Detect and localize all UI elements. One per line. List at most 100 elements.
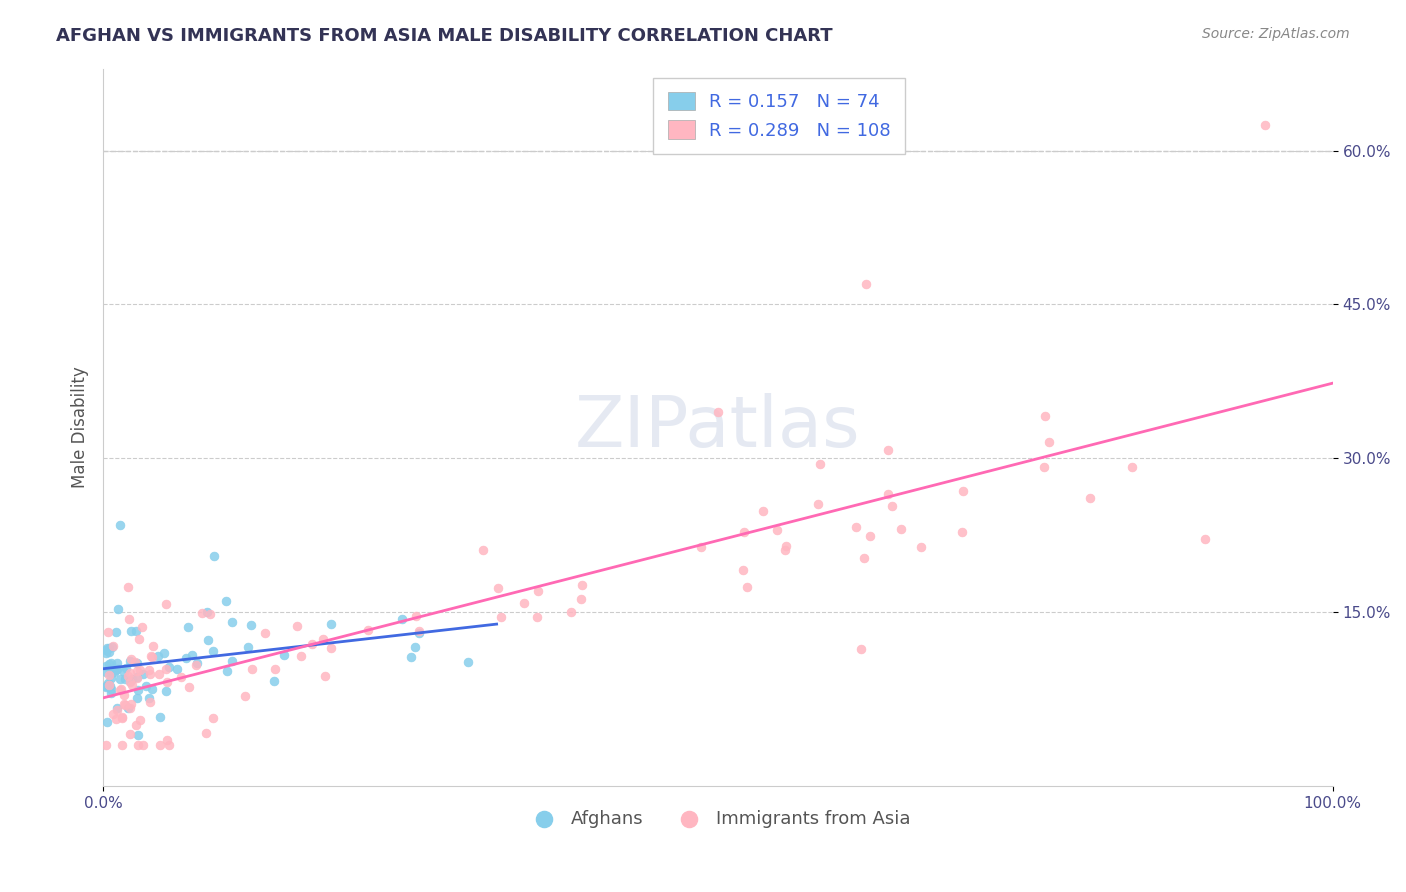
Point (100, 666, 122, 681)
Point (876, 442, 898, 457)
Point (319, 640, 342, 655)
Point (1121, 460, 1143, 475)
Point (117, 701, 139, 715)
Point (311, 632, 333, 647)
Point (408, 626, 430, 640)
Point (489, 610, 512, 624)
Point (110, 517, 132, 532)
Point (512, 596, 534, 610)
Point (571, 578, 593, 592)
Point (1033, 459, 1056, 474)
Point (405, 608, 427, 623)
Point (110, 683, 132, 698)
Point (111, 710, 134, 724)
Point (155, 662, 177, 676)
Point (221, 654, 243, 668)
Point (112, 665, 135, 679)
Point (108, 672, 131, 686)
Point (153, 646, 176, 660)
Point (121, 672, 143, 686)
Point (94, 658, 117, 673)
Point (94, 665, 117, 679)
Point (156, 675, 179, 690)
Point (735, 580, 758, 594)
Point (690, 540, 713, 554)
Point (118, 675, 141, 690)
Point (100, 682, 122, 697)
Point (120, 726, 142, 740)
Point (104, 624, 127, 639)
Point (221, 615, 243, 629)
Point (950, 525, 973, 540)
Point (1038, 435, 1060, 450)
Point (105, 656, 128, 670)
Point (273, 648, 295, 662)
Point (157, 739, 180, 753)
Point (142, 639, 165, 653)
Point (195, 605, 218, 619)
Point (155, 597, 177, 611)
Point (125, 690, 148, 705)
Point (321, 617, 343, 632)
Point (97, 625, 120, 640)
Point (110, 682, 132, 697)
Point (118, 654, 141, 668)
Point (105, 662, 128, 676)
Point (707, 405, 730, 419)
Point (408, 624, 430, 638)
Point (155, 683, 177, 698)
Point (111, 739, 134, 753)
Point (149, 710, 172, 724)
Point (775, 539, 797, 553)
Point (94, 680, 117, 694)
Point (149, 739, 172, 753)
Point (128, 632, 150, 646)
Point (391, 612, 413, 626)
Point (125, 670, 148, 684)
Point (114, 672, 136, 686)
Point (138, 695, 160, 709)
Point (197, 632, 219, 647)
Point (1194, 532, 1216, 546)
Point (399, 649, 422, 664)
Point (148, 667, 170, 681)
Point (120, 701, 142, 715)
Point (100, 686, 122, 700)
Point (560, 605, 582, 619)
Point (101, 707, 124, 722)
Text: ZIPatlas: ZIPatlas (575, 393, 860, 462)
Point (808, 457, 831, 471)
Point (110, 711, 132, 725)
Point (94, 679, 117, 693)
Point (94, 646, 117, 660)
Point (120, 624, 142, 638)
Point (127, 682, 149, 697)
Point (125, 656, 148, 670)
Point (97, 676, 120, 690)
Point (314, 669, 336, 683)
Point (141, 649, 163, 664)
Point (127, 671, 149, 685)
Point (457, 655, 479, 669)
Point (264, 662, 287, 676)
Point (148, 649, 170, 664)
Point (98, 640, 121, 655)
Point (952, 484, 974, 499)
Point (880, 500, 903, 514)
Point (263, 674, 285, 689)
Point (121, 678, 143, 692)
Point (356, 623, 378, 637)
Point (186, 658, 208, 673)
Point (855, 277, 877, 291)
Point (807, 497, 830, 511)
Point (180, 648, 202, 663)
Point (118, 612, 141, 626)
Point (117, 580, 139, 594)
Point (124, 655, 146, 669)
Point (845, 520, 868, 534)
Point (135, 679, 157, 693)
Point (141, 649, 163, 664)
Point (139, 667, 162, 681)
Point (96, 715, 118, 730)
Point (120, 666, 142, 681)
